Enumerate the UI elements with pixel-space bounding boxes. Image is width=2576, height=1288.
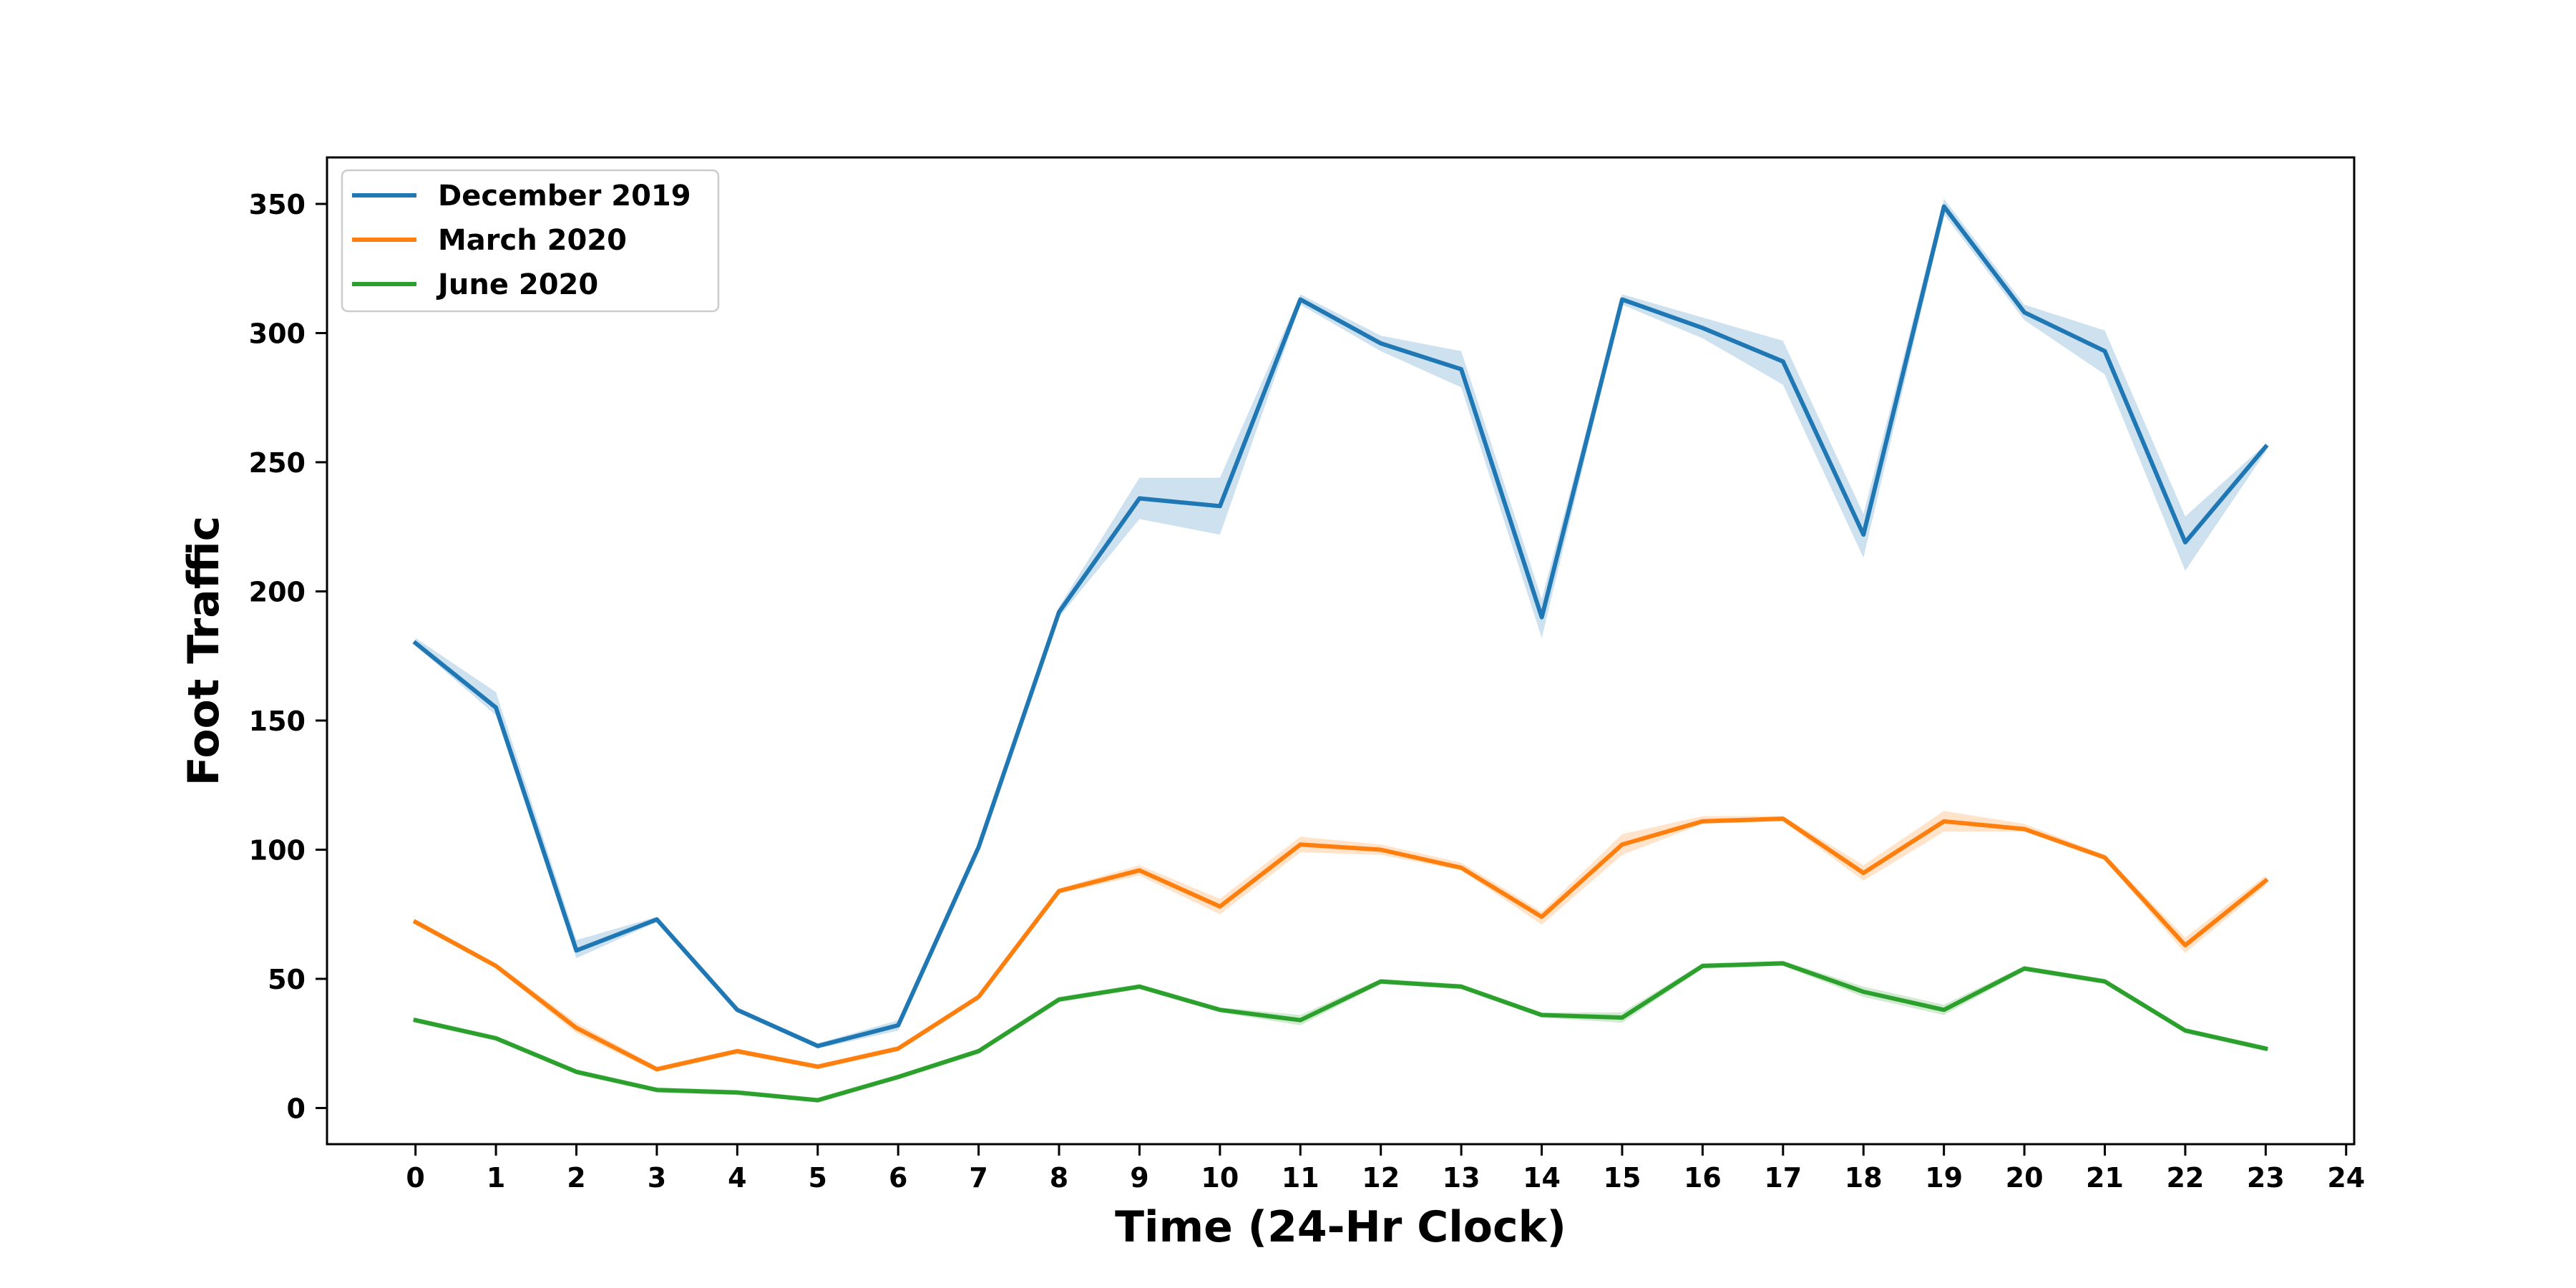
plot-area [326,156,2356,1146]
y-axis: 0 50 100 150 200 250 300 350 [249,189,327,1124]
x-tick-label: 2 [567,1162,585,1194]
x-tick-label: 10 [1201,1162,1239,1194]
series-0-confidence-band [415,198,2266,1049]
y-tick-label: 250 [249,447,306,479]
x-tick-label: 7 [969,1162,987,1194]
x-tick-label: 15 [1604,1162,1641,1194]
y-tick-label: 200 [249,576,306,608]
y-tick-label: 350 [249,189,306,220]
y-tick-label: 50 [268,964,306,995]
x-tick-label: 12 [1362,1162,1400,1194]
x-tick-label: 16 [1684,1162,1722,1194]
y-tick-label: 0 [287,1093,306,1124]
plot-frame [326,156,2356,1146]
x-tick-label: 3 [648,1162,666,1194]
y-tick-label: 300 [249,318,306,349]
y-tick-label: 100 [249,834,306,866]
legend-label-0: December 2019 [438,180,691,213]
x-tick-label: 8 [1050,1162,1068,1194]
legend-label-1: March 2020 [438,224,627,257]
x-tick-label: 20 [2006,1162,2044,1194]
x-tick-label: 5 [809,1162,827,1194]
x-tick-label: 23 [2247,1162,2285,1194]
series-0-line [412,204,2269,1048]
x-tick-label: 24 [2327,1162,2365,1194]
x-tick-label: 21 [2086,1162,2124,1194]
x-tick-label: 18 [1845,1162,1883,1194]
y-tick-label: 150 [249,706,306,737]
legend-box [341,169,720,313]
x-tick-label: 9 [1130,1162,1148,1194]
legend-label-2: June 2020 [436,268,598,301]
series-2-line [413,961,2268,1103]
x-tick-label: 1 [487,1162,505,1194]
x-tick-label: 13 [1443,1162,1480,1194]
x-tick-label: 11 [1282,1162,1319,1194]
x-axis: 0 1 2 3 4 5 6 7 8 9 10 11 12 13 14 15 16 17 18 19 20 21 22 23 24 [406,1144,2365,1194]
x-tick-label: 17 [1764,1162,1802,1194]
x-tick-label: 0 [406,1162,424,1194]
x-tick-label: 4 [728,1162,746,1194]
y-axis-label: Foot Traffic [179,516,229,786]
x-tick-label: 14 [1523,1162,1561,1194]
series-1-line [412,816,2269,1072]
legend: December 2019 March 2020 June 2020 [341,169,720,313]
x-tick-label: 6 [889,1162,907,1194]
x-tick-label: 22 [2166,1162,2204,1194]
x-tick-label: 19 [1925,1162,1963,1194]
x-axis-label: Time (24-Hr Clock) [1115,1202,1566,1252]
